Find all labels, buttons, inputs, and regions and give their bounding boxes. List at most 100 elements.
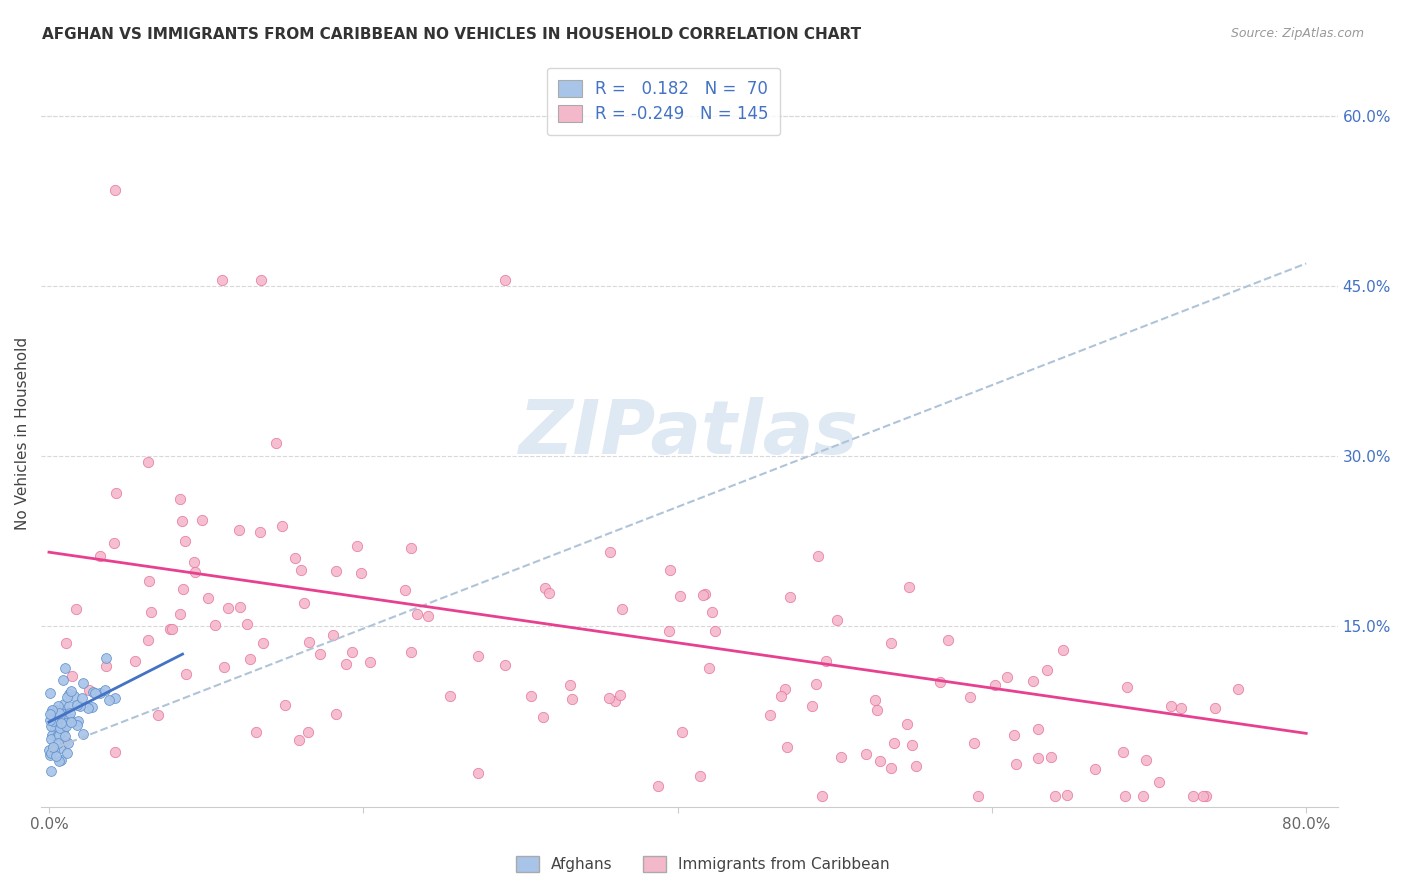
Point <box>48 728 70 742</box>
Point <box>53 701 76 715</box>
Point <box>531 710 554 724</box>
Point <box>39 713 62 727</box>
Point <box>1204 700 1226 714</box>
Point <box>42 714 65 729</box>
Point <box>41 703 63 717</box>
Point <box>534 581 557 595</box>
Point <box>45 714 67 729</box>
Point <box>249 524 271 539</box>
Point <box>1182 789 1205 803</box>
Point <box>883 736 905 750</box>
Point <box>273 698 295 712</box>
Point <box>55 719 77 733</box>
Point <box>53 716 76 731</box>
Point <box>416 608 439 623</box>
Point <box>63 690 86 704</box>
Point <box>212 660 235 674</box>
Point <box>967 789 990 803</box>
Point <box>520 689 543 703</box>
Point <box>65 602 87 616</box>
Text: AFGHAN VS IMMIGRANTS FROM CARIBBEAN NO VEHICLES IN HOUSEHOLD CORRELATION CHART: AFGHAN VS IMMIGRANTS FROM CARIBBEAN NO V… <box>42 27 862 42</box>
Point <box>46 698 69 713</box>
Point <box>1132 789 1154 803</box>
Point <box>322 628 344 642</box>
Point <box>41 704 63 718</box>
Point <box>172 582 194 597</box>
Point <box>284 550 307 565</box>
Point <box>560 678 582 692</box>
Point <box>44 723 66 737</box>
Point <box>609 688 631 702</box>
Point <box>1114 789 1136 803</box>
Point <box>59 714 82 729</box>
Point <box>58 698 80 713</box>
Point <box>359 656 381 670</box>
Point <box>229 599 252 614</box>
Point <box>758 707 780 722</box>
Point <box>77 682 100 697</box>
Point <box>252 636 274 650</box>
Point <box>104 183 127 197</box>
Point <box>53 733 76 747</box>
Point <box>830 749 852 764</box>
Point <box>869 754 891 768</box>
Point <box>52 713 75 727</box>
Point <box>697 660 720 674</box>
Point <box>136 455 159 469</box>
Point <box>806 677 828 691</box>
Point <box>235 616 257 631</box>
Legend: Afghans, Immigrants from Caribbean: Afghans, Immigrants from Caribbean <box>509 848 897 880</box>
Point <box>228 524 250 538</box>
Point <box>598 690 620 705</box>
Point <box>538 586 561 600</box>
Point <box>658 624 681 638</box>
Point <box>66 698 89 712</box>
Point <box>1043 789 1066 803</box>
Point <box>1226 682 1249 697</box>
Point <box>139 605 162 619</box>
Point <box>104 746 127 760</box>
Point <box>898 580 921 594</box>
Point <box>217 601 239 615</box>
Point <box>346 539 368 553</box>
Point <box>103 536 125 550</box>
Point <box>60 669 83 683</box>
Point <box>658 564 681 578</box>
Point <box>801 699 824 714</box>
Point <box>66 714 89 728</box>
Point <box>136 632 159 647</box>
Point <box>89 686 111 700</box>
Point <box>69 699 91 714</box>
Point <box>49 721 72 735</box>
Text: ZIPatlas: ZIPatlas <box>519 397 859 470</box>
Point <box>880 636 903 650</box>
Point <box>1084 762 1107 776</box>
Point <box>52 673 75 687</box>
Point <box>39 706 62 721</box>
Point <box>51 716 73 731</box>
Point <box>1147 774 1170 789</box>
Point <box>467 765 489 780</box>
Point <box>603 694 626 708</box>
Point <box>1004 756 1026 771</box>
Point <box>807 549 830 563</box>
Point <box>264 435 287 450</box>
Point <box>855 747 877 762</box>
Point <box>245 725 267 739</box>
Point <box>494 273 516 287</box>
Point <box>671 725 693 739</box>
Point <box>1116 680 1139 694</box>
Point <box>250 273 273 287</box>
Point <box>82 700 104 714</box>
Point <box>39 746 62 760</box>
Point <box>55 690 77 705</box>
Point <box>1052 643 1074 657</box>
Point <box>292 596 315 610</box>
Point <box>53 698 76 712</box>
Point <box>183 555 205 569</box>
Point <box>770 689 793 703</box>
Point <box>46 736 69 750</box>
Point <box>959 690 981 705</box>
Point <box>1135 753 1157 767</box>
Point <box>51 720 73 734</box>
